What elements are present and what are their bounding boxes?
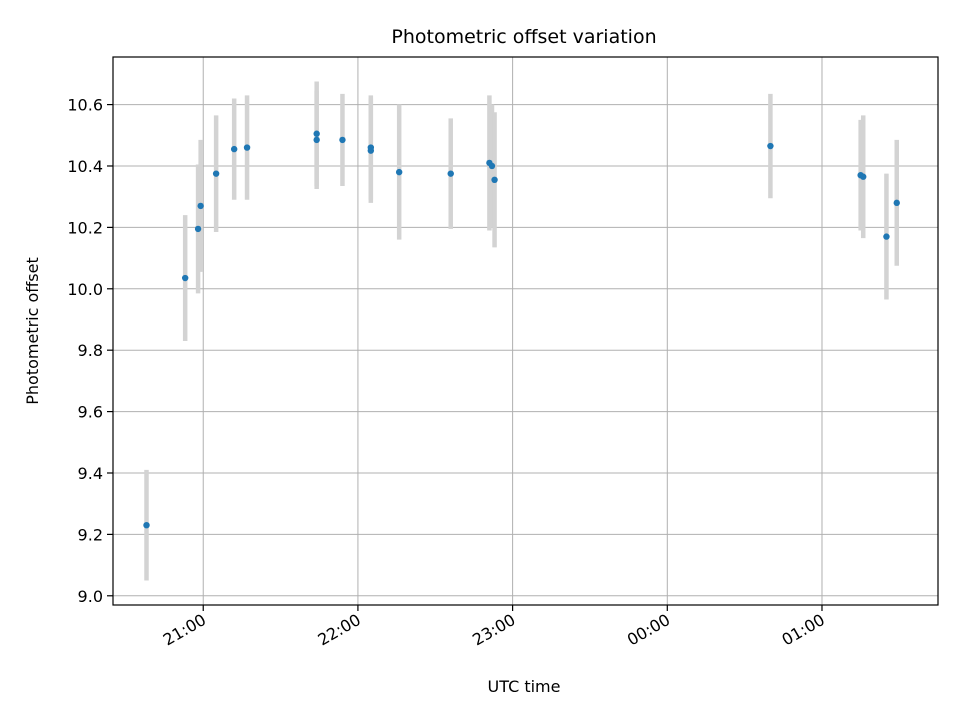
y-tick-label: 10.0 <box>67 280 103 299</box>
y-tick-label: 9.8 <box>78 341 103 360</box>
data-point <box>230 145 238 153</box>
y-axis-label: Photometric offset <box>23 257 42 405</box>
data-point <box>447 170 454 177</box>
chart-title: Photometric offset variation <box>391 26 656 48</box>
grid <box>113 57 938 605</box>
data-point <box>883 233 890 240</box>
data-point <box>197 202 204 210</box>
data-point <box>367 147 375 154</box>
data-point <box>767 142 774 150</box>
data-point <box>181 274 189 282</box>
data-points <box>143 130 900 529</box>
y-tick-label: 9.4 <box>78 464 103 483</box>
data-point <box>212 170 220 177</box>
data-point <box>491 176 498 184</box>
data-point <box>488 162 496 170</box>
data-point <box>339 136 346 144</box>
data-point <box>313 136 320 144</box>
y-tick-label: 10.6 <box>67 96 103 115</box>
plot-frame <box>112 56 939 606</box>
data-point <box>860 173 867 180</box>
y-tick-label: 9.0 <box>78 587 103 606</box>
data-point <box>194 225 202 233</box>
data-point <box>313 130 320 137</box>
data-point <box>395 168 403 176</box>
y-axis: 9.0 9.2 9.4 9.6 9.8 10.0 10.2 10.4 10.6 <box>67 96 113 606</box>
x-axis-label: UTC time <box>488 677 561 696</box>
y-tick-label: 9.6 <box>78 403 103 422</box>
y-tick-label: 10.2 <box>67 218 103 237</box>
data-point <box>143 521 150 529</box>
data-point <box>893 199 900 207</box>
y-tick-label: 9.2 <box>78 525 103 544</box>
data-point <box>243 144 251 151</box>
y-tick-label: 10.4 <box>67 157 103 176</box>
